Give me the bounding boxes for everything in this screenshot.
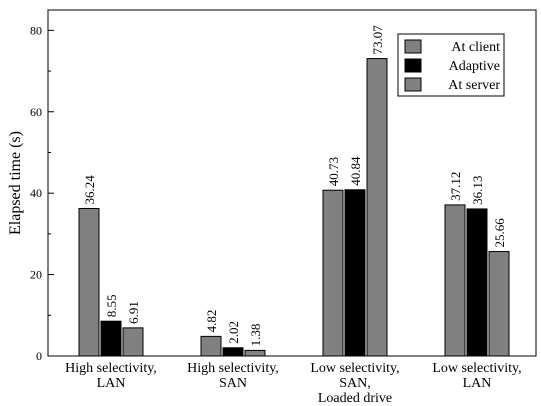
y-axis: 0 20 40 60 80: [30, 23, 54, 363]
legend-label: At server: [448, 78, 500, 93]
legend-label: Adaptive: [449, 59, 500, 74]
bar: [200, 335, 222, 357]
category-label: LAN: [97, 376, 126, 391]
bar-value-label: 73.07: [370, 25, 385, 55]
y-tick-label: 40: [30, 186, 42, 200]
bar: [244, 349, 266, 357]
bar-value-label: 36.13: [470, 176, 485, 205]
bar-value-label: 2.02: [226, 321, 241, 344]
bar: [100, 320, 122, 357]
category-label: High selectivity,: [65, 361, 157, 376]
bar-value-label: 40.73: [326, 157, 341, 186]
y-tick-label: 20: [30, 268, 42, 282]
bar-value-label: 40.84: [348, 156, 363, 186]
bar-value-label: 6.91: [126, 301, 141, 324]
bar-value-label: 4.82: [204, 310, 219, 333]
category-label: Low selectivity,: [310, 361, 399, 376]
y-axis-title: Elapsed time (s): [7, 131, 24, 235]
bar-value-label: 25.66: [492, 218, 507, 248]
y-tick-label: 60: [30, 105, 42, 119]
category-label: Low selectivity,: [432, 361, 521, 376]
bar: [344, 189, 366, 357]
bar-value-label: 36.24: [82, 175, 97, 205]
legend: At client Adaptive At server: [397, 33, 505, 97]
legend-label: At client: [451, 40, 500, 55]
bar-value-label: 1.38: [248, 324, 263, 347]
y-tick-label: 0: [36, 349, 42, 363]
bar-value-label: 37.12: [448, 172, 463, 201]
bar: [466, 208, 488, 357]
legend-swatch: [404, 77, 422, 92]
bar: [444, 204, 466, 357]
bar: [78, 207, 100, 357]
plot-frame: [47, 9, 537, 357]
category-label: SAN: [219, 376, 247, 391]
category-label: Loaded drive: [318, 391, 392, 406]
category-label: SAN,: [339, 376, 371, 391]
legend-swatch: [404, 58, 422, 73]
legend-swatch: [404, 39, 422, 54]
bar: [322, 189, 344, 357]
bar: [366, 58, 388, 357]
y-tick-label: 80: [30, 23, 42, 37]
bars-group: 36.24 8.55 6.91 4.82 2.02 1.38 40.73 40.84 73.07…: [78, 25, 510, 357]
category-label: LAN: [463, 376, 492, 391]
bar: [488, 251, 510, 357]
bar-value-label: 8.55: [104, 294, 119, 317]
bar: [122, 327, 144, 357]
category-label: High selectivity,: [187, 361, 279, 376]
